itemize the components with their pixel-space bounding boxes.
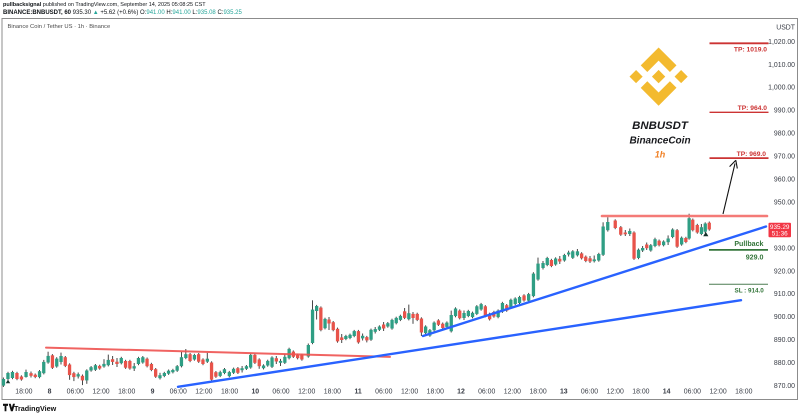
svg-text:960.00: 960.00: [774, 177, 795, 184]
svg-text:18:00: 18:00: [529, 389, 546, 396]
svg-text:1,020.00: 1,020.00: [768, 39, 795, 46]
svg-text:950.00: 950.00: [774, 200, 795, 207]
svg-text:TP: 964.0: TP: 964.0: [738, 105, 768, 112]
svg-text:51:36: 51:36: [772, 231, 788, 238]
svg-text:870.00: 870.00: [774, 383, 795, 390]
svg-text:12:00: 12:00: [195, 389, 212, 396]
svg-text:18:00: 18:00: [632, 389, 649, 396]
svg-text:BNBUSDT: BNBUSDT: [632, 120, 689, 132]
svg-text:935.29: 935.29: [770, 224, 790, 231]
svg-text:SL : 914.0: SL : 914.0: [735, 288, 765, 295]
svg-text:12:00: 12:00: [607, 389, 624, 396]
svg-text:pullbacksignal published on Tr: pullbacksignal published on TradingView.…: [3, 2, 206, 8]
svg-text:9: 9: [151, 389, 155, 396]
svg-text:18:00: 18:00: [15, 389, 32, 396]
svg-text:12:00: 12:00: [401, 389, 418, 396]
svg-text:930.00: 930.00: [774, 245, 795, 252]
svg-text:1,000.00: 1,000.00: [768, 85, 795, 92]
svg-text:06:00: 06:00: [581, 389, 598, 396]
svg-text:910.00: 910.00: [774, 291, 795, 298]
svg-text:11: 11: [354, 389, 361, 396]
svg-text:980.00: 980.00: [774, 131, 795, 138]
svg-text:890.00: 890.00: [774, 337, 795, 344]
svg-text:990.00: 990.00: [774, 108, 795, 115]
svg-text:10: 10: [251, 389, 259, 396]
svg-text:BinanceCoin: BinanceCoin: [629, 136, 690, 147]
svg-text:18:00: 18:00: [324, 389, 341, 396]
svg-text:06:00: 06:00: [478, 389, 495, 396]
svg-text:Binance Coin / Tether US · 1h: Binance Coin / Tether US · 1h · Binance: [8, 24, 111, 30]
svg-text:BINANCE:BNBUSDT, 60 935.30 ▲ +: BINANCE:BNBUSDT, 60 935.30 ▲ +5.62 (+0.6…: [3, 10, 242, 16]
svg-text:06:00: 06:00: [272, 389, 289, 396]
svg-text:8: 8: [48, 389, 52, 396]
svg-text:12:00: 12:00: [92, 389, 109, 396]
svg-text:06:00: 06:00: [684, 389, 701, 396]
svg-text:900.00: 900.00: [774, 314, 795, 321]
svg-text:13: 13: [560, 389, 568, 396]
svg-text:18:00: 18:00: [735, 389, 752, 396]
svg-text:12:00: 12:00: [504, 389, 521, 396]
svg-text:14: 14: [663, 389, 671, 396]
svg-text:12:00: 12:00: [298, 389, 315, 396]
svg-text:TP: 1019.0: TP: 1019.0: [734, 46, 767, 53]
svg-text:06:00: 06:00: [67, 389, 84, 396]
svg-text:TP: 969.0: TP: 969.0: [737, 151, 767, 158]
svg-text:USDT: USDT: [776, 25, 796, 32]
svg-text:TradingView: TradingView: [14, 404, 57, 413]
svg-text:Pullback: Pullback: [734, 240, 763, 248]
svg-text:1,010.00: 1,010.00: [768, 62, 795, 69]
svg-text:929.0: 929.0: [746, 253, 764, 261]
svg-text:880.00: 880.00: [774, 360, 795, 367]
svg-text:1h: 1h: [655, 150, 666, 160]
svg-text:18:00: 18:00: [427, 389, 444, 396]
svg-text:06:00: 06:00: [170, 389, 187, 396]
svg-text:920.00: 920.00: [774, 268, 795, 275]
svg-text:18:00: 18:00: [221, 389, 238, 396]
svg-text:18:00: 18:00: [118, 389, 135, 396]
svg-text:12:00: 12:00: [709, 389, 726, 396]
svg-text:12: 12: [457, 389, 465, 396]
svg-text:970.00: 970.00: [774, 154, 795, 161]
svg-text:06:00: 06:00: [375, 389, 392, 396]
